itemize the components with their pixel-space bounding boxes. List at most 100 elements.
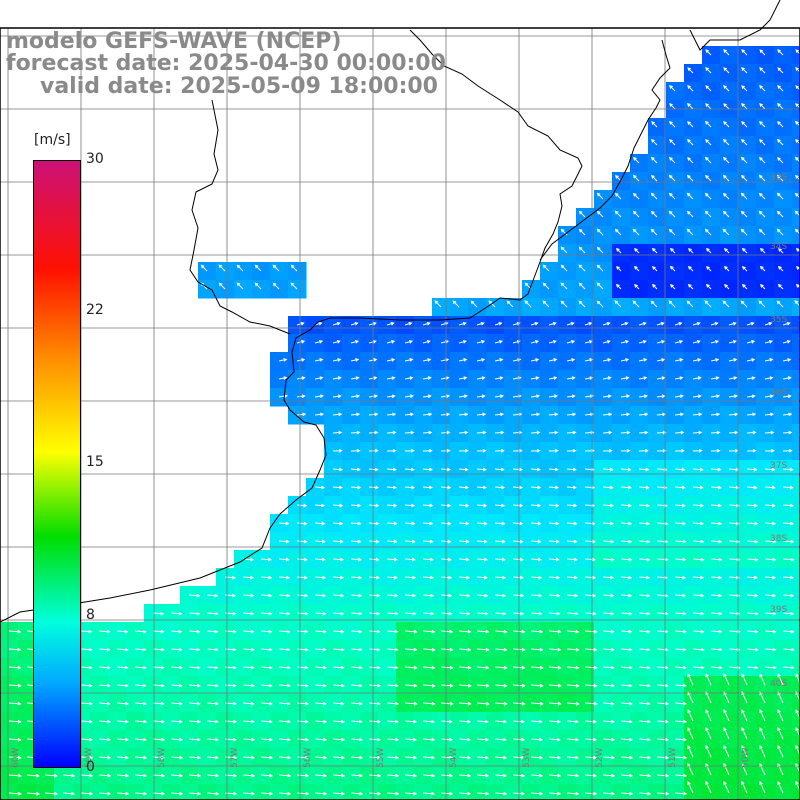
wind-cell	[216, 784, 235, 800]
wind-arrow	[452, 300, 460, 308]
wind-arrow	[530, 647, 544, 652]
wind-arrow	[566, 448, 577, 453]
wind-arrow	[602, 719, 615, 724]
wind-arrow	[669, 138, 676, 146]
wind-cell	[774, 280, 793, 299]
wind-arrow	[440, 665, 454, 670]
wind-arrow	[566, 485, 577, 490]
wind-arrow	[602, 485, 614, 490]
wind-arrow	[728, 412, 739, 417]
wind-arrow	[494, 665, 508, 670]
wind-arrow	[368, 629, 381, 634]
wind-cell	[738, 712, 757, 731]
wind-cell	[666, 280, 685, 299]
wind-arrow	[278, 394, 288, 398]
wind-arrow	[206, 719, 219, 724]
wind-arrow	[705, 673, 712, 686]
wind-arrow	[705, 727, 712, 740]
wind-arrow	[674, 629, 687, 634]
wind-arrow	[386, 593, 399, 598]
wind-arrow	[98, 683, 111, 688]
wind-arrow	[566, 430, 577, 435]
wind-arrow	[602, 683, 615, 688]
wind-arrow	[152, 683, 165, 688]
wind-arrow	[602, 593, 615, 598]
latitude-label: 40S	[770, 679, 787, 689]
wind-arrow	[278, 593, 291, 598]
wind-arrow	[723, 691, 730, 704]
wind-arrow	[530, 611, 543, 616]
wind-arrow	[686, 138, 694, 146]
wind-cell	[684, 208, 703, 227]
wind-arrow	[8, 647, 22, 652]
longitude-label: 60W	[11, 748, 21, 768]
wind-arrow	[746, 339, 756, 344]
wind-arrow	[776, 228, 784, 236]
wind-arrow	[386, 773, 400, 778]
wind-arrow	[746, 485, 758, 490]
wind-arrow	[669, 265, 676, 272]
wind-arrow	[134, 791, 148, 796]
wind-cell	[684, 280, 703, 299]
wind-arrow	[206, 665, 219, 670]
wind-arrow	[98, 791, 112, 796]
wind-arrow	[656, 448, 667, 453]
wind-arrow	[314, 321, 323, 326]
wind-arrow	[332, 485, 343, 490]
wind-cell	[738, 244, 757, 263]
wind-arrow	[614, 300, 622, 308]
wind-arrow	[62, 791, 76, 796]
wind-arrow	[188, 593, 201, 598]
wind-arrow	[314, 358, 324, 362]
wind-cell	[792, 172, 800, 191]
wind-arrow	[566, 719, 579, 724]
wind-cell	[792, 532, 800, 551]
wind-arrow	[692, 430, 703, 435]
wind-cell	[648, 280, 667, 299]
wind-arrow	[746, 557, 759, 562]
wind-arrow	[116, 629, 129, 634]
wind-arrow	[8, 719, 22, 724]
wind-arrow	[615, 283, 622, 290]
coastline	[0, 0, 781, 623]
wind-arrow	[548, 719, 561, 724]
wind-arrow	[116, 665, 129, 670]
wind-arrow	[116, 755, 129, 760]
wind-arrow	[494, 629, 508, 634]
wind-arrow	[796, 265, 800, 271]
wind-cell	[90, 784, 109, 800]
wind-arrow	[656, 321, 665, 326]
wind-arrow	[260, 665, 273, 670]
wind-arrow	[422, 321, 431, 326]
wind-arrow	[512, 321, 521, 326]
wind-cell	[612, 784, 631, 800]
wind-arrow	[620, 430, 631, 435]
wind-arrow	[668, 210, 676, 218]
wind-arrow	[404, 394, 414, 398]
wind-arrow	[404, 448, 415, 453]
wind-arrow	[782, 448, 793, 453]
wind-arrow	[759, 49, 766, 56]
wind-arrow	[602, 665, 615, 670]
wind-arrow	[777, 283, 784, 290]
wind-arrow	[638, 719, 651, 724]
wind-arrow	[638, 647, 651, 652]
wind-arrow	[458, 358, 468, 362]
wind-arrow	[368, 701, 381, 706]
wind-arrow	[440, 430, 451, 435]
wind-arrow	[692, 448, 703, 453]
wind-arrow	[638, 791, 652, 796]
wind-arrow	[542, 264, 550, 272]
wind-arrow	[674, 358, 684, 362]
wind-arrow	[758, 120, 766, 128]
wind-arrow	[566, 521, 578, 526]
wind-arrow	[152, 755, 165, 760]
wind-arrow	[350, 467, 361, 472]
wind-arrow	[368, 665, 381, 670]
wind-arrow	[476, 376, 486, 380]
wind-arrow	[723, 745, 730, 758]
wind-arrow	[614, 228, 622, 236]
wind-arrow	[272, 264, 280, 272]
wind-arrow	[638, 430, 649, 435]
wind-arrow	[332, 647, 345, 652]
